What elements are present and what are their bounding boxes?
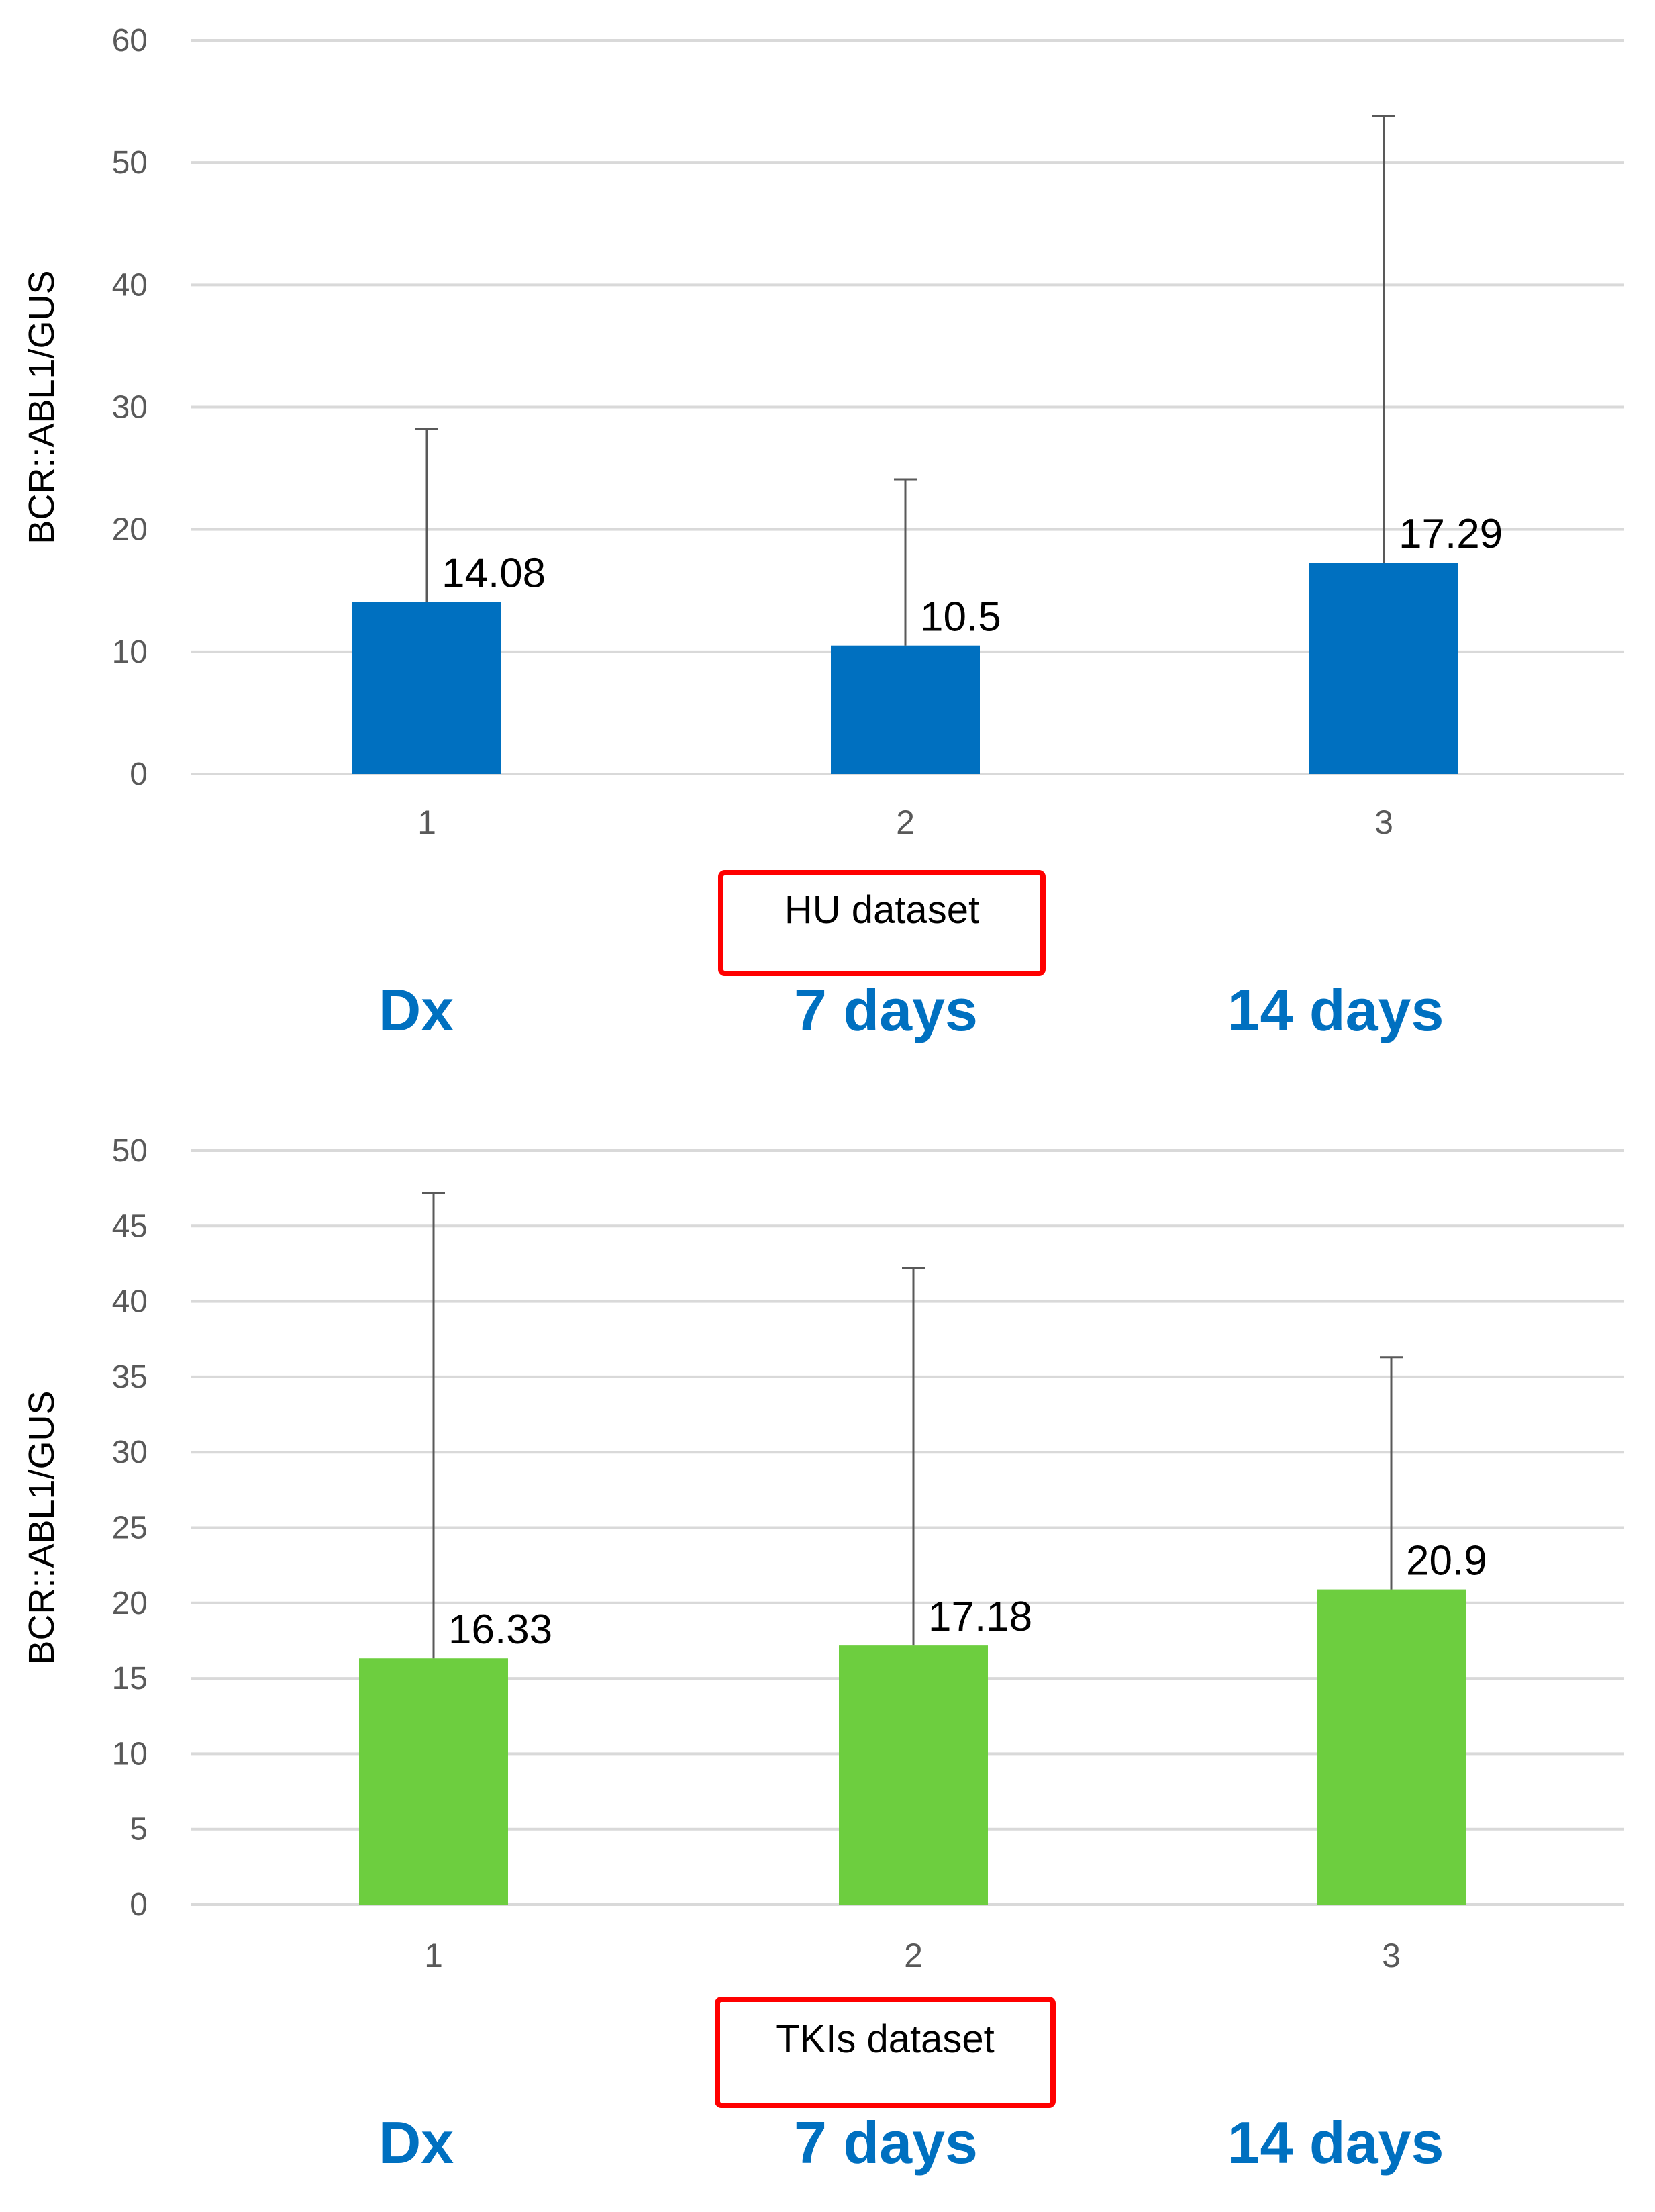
y-tick-label: 40: [112, 267, 148, 303]
x-tick-label: 3: [1382, 1937, 1401, 1974]
bar: [1317, 1589, 1466, 1905]
y-tick-label: 20: [112, 512, 148, 548]
data-label: 17.18: [928, 1594, 1032, 1640]
y-tick-label: 35: [112, 1359, 148, 1395]
dataset-label: TKIs dataset: [776, 2017, 995, 2061]
y-tick-label: 10: [112, 1736, 148, 1772]
timepoint-label: 14 days: [1227, 2109, 1444, 2176]
y-tick-label: 30: [112, 1435, 148, 1470]
y-tick-label: 5: [130, 1812, 148, 1847]
data-label: 20.9: [1406, 1538, 1487, 1584]
data-label: 14.08: [442, 550, 546, 597]
y-tick-label: 0: [130, 1887, 148, 1923]
timepoint-label: Dx: [379, 977, 454, 1043]
x-tick-label: 3: [1374, 804, 1393, 841]
data-label: 10.5: [920, 594, 1001, 640]
x-tick-label: 1: [424, 1937, 443, 1974]
y-tick-label: 15: [112, 1661, 148, 1696]
y-tick-label: 10: [112, 634, 148, 670]
data-label: 16.33: [448, 1606, 552, 1653]
y-tick-label: 50: [112, 1133, 148, 1169]
bar: [831, 645, 980, 774]
y-tick-label: 20: [112, 1586, 148, 1621]
dataset-label-box: [715, 1997, 1056, 2108]
timepoint-label: 7 days: [794, 977, 978, 1043]
x-tick-label: 2: [904, 1937, 923, 1974]
y-tick-label: 30: [112, 390, 148, 426]
y-axis-title: BCR::ABL1/GUS: [21, 270, 62, 544]
x-tick-label: 2: [896, 804, 915, 841]
x-tick-label: 1: [417, 804, 436, 841]
timepoint-label: 7 days: [794, 2109, 978, 2176]
y-tick-label: 25: [112, 1510, 148, 1546]
y-tick-label: 60: [112, 23, 148, 58]
y-axis-title: BCR::ABL1/GUS: [21, 1390, 62, 1664]
y-tick-label: 45: [112, 1208, 148, 1244]
timepoint-label: 14 days: [1227, 977, 1444, 1043]
y-tick-label: 0: [130, 757, 148, 792]
bar: [352, 602, 501, 774]
dataset-label-box: [718, 870, 1046, 976]
bar: [359, 1658, 508, 1905]
timepoint-label: Dx: [379, 2109, 454, 2176]
data-label: 17.29: [1399, 511, 1503, 557]
dataset-label: HU dataset: [785, 888, 979, 932]
bar: [1309, 563, 1458, 774]
bar: [839, 1645, 988, 1905]
y-tick-label: 40: [112, 1284, 148, 1320]
y-tick-label: 50: [112, 145, 148, 181]
